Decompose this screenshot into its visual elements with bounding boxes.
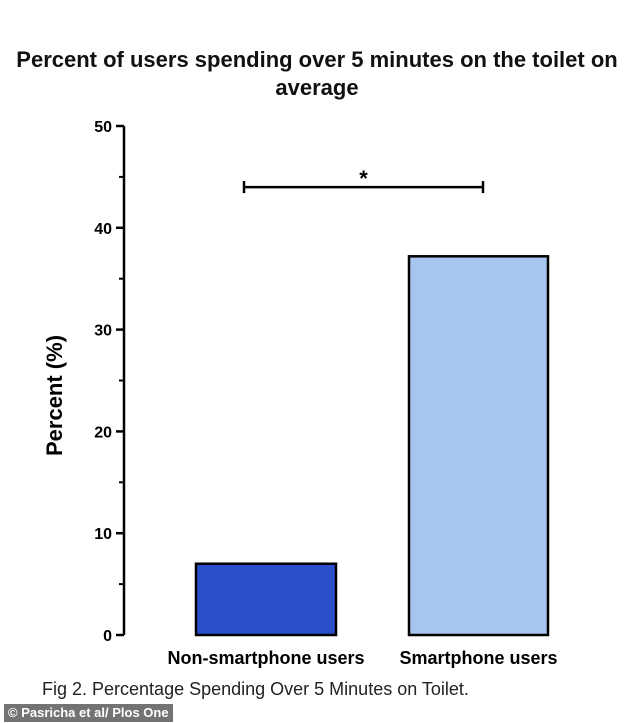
y-tick-label: 0 xyxy=(103,628,112,645)
y-tick-label: 20 xyxy=(94,424,112,441)
figure-caption: Fig 2. Percentage Spending Over 5 Minute… xyxy=(42,679,469,699)
chart-title: Percent of users spending over 5 minutes… xyxy=(16,47,618,100)
bar-0 xyxy=(194,562,338,637)
x-tick-label: Non-smartphone users xyxy=(167,648,364,668)
y-tick-label: 40 xyxy=(94,221,112,238)
y-tick-label: 50 xyxy=(94,119,112,136)
image-credit: © Pasricha et al/ Plos One xyxy=(4,704,173,722)
x-tick-label: Smartphone users xyxy=(399,648,557,668)
y-tick-label: 30 xyxy=(94,323,112,340)
y-axis-label: Percent (%) xyxy=(42,335,67,456)
bar-1 xyxy=(407,255,550,637)
significance-marker: * xyxy=(359,166,368,191)
y-tick-label: 10 xyxy=(94,526,112,543)
